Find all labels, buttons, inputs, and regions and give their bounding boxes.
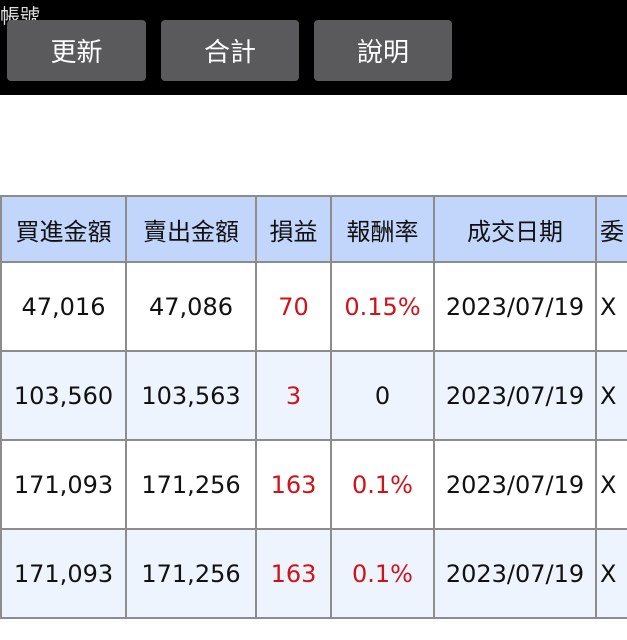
buy-amount-cell: 171,093 — [0, 439, 127, 530]
toolbar: 帳號 更新 合計 說明 — [0, 0, 627, 95]
sell-amount-cell: 171,256 — [125, 528, 257, 619]
extra-cell: X — [595, 439, 627, 530]
buy-amount-cell: 171,093 — [0, 528, 127, 619]
table-row[interactable]: 47,016 47,086 70 0.15% 2023/07/19 X — [0, 261, 627, 352]
sell-amount-cell: 47,086 — [125, 261, 257, 352]
trade-date-cell: 2023/07/19 — [433, 261, 597, 352]
col-sell-amount[interactable]: 賣出金額 — [125, 195, 257, 263]
return-rate-cell: 0.1% — [330, 439, 435, 530]
table-row[interactable]: 171,093 171,256 163 0.1% 2023/07/19 X — [0, 439, 627, 530]
profit-loss-cell: 3 — [255, 350, 332, 441]
col-profit-loss[interactable]: 損益 — [255, 195, 332, 263]
trade-date-cell: 2023/07/19 — [433, 350, 597, 441]
table-row[interactable]: 103,560 103,563 3 0 2023/07/19 X — [0, 350, 627, 441]
col-return-rate[interactable]: 報酬率 — [330, 195, 435, 263]
profit-loss-cell: 163 — [255, 439, 332, 530]
trade-date-cell: 2023/07/19 — [433, 439, 597, 530]
return-rate-cell: 0.15% — [330, 261, 435, 352]
sell-amount-cell: 103,563 — [125, 350, 257, 441]
return-rate-cell: 0 — [330, 350, 435, 441]
table-row[interactable]: 171,093 171,256 163 0.1% 2023/07/19 X — [0, 528, 627, 619]
extra-cell: X — [595, 261, 627, 352]
refresh-button[interactable]: 更新 — [7, 20, 146, 81]
trade-date-cell: 2023/07/19 — [433, 528, 597, 619]
col-extra[interactable]: 委 — [595, 195, 627, 263]
profit-loss-cell: 70 — [255, 261, 332, 352]
total-button[interactable]: 合計 — [161, 20, 299, 81]
buy-amount-cell: 103,560 — [0, 350, 127, 441]
profit-loss-cell: 163 — [255, 528, 332, 619]
col-buy-amount[interactable]: 買進金額 — [0, 195, 127, 263]
extra-cell: X — [595, 350, 627, 441]
return-rate-cell: 0.1% — [330, 528, 435, 619]
buy-amount-cell: 47,016 — [0, 261, 127, 352]
trades-table: 買進金額 賣出金額 損益 報酬率 成交日期 委 47,016 47,086 70 0.… — [0, 195, 627, 619]
help-button[interactable]: 說明 — [314, 20, 452, 81]
extra-cell: X — [595, 528, 627, 619]
sell-amount-cell: 171,256 — [125, 439, 257, 530]
col-trade-date[interactable]: 成交日期 — [433, 195, 597, 263]
